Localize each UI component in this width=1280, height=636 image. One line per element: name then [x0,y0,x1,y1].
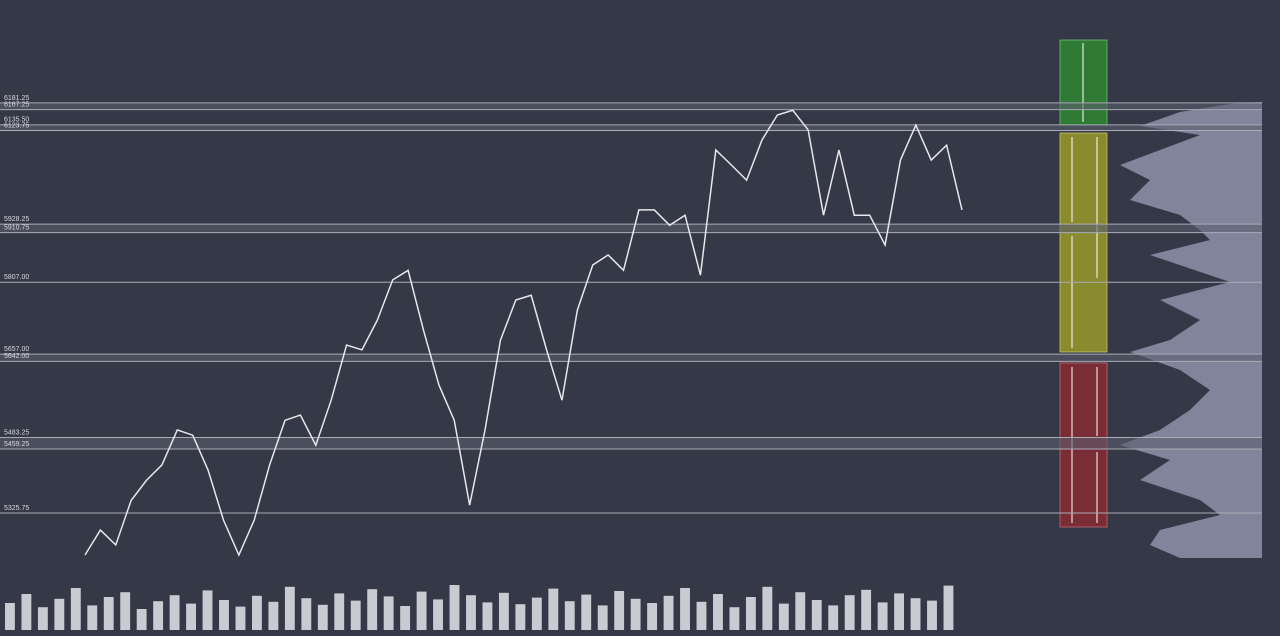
volume-bar [219,600,229,630]
volume-bar [334,593,345,630]
volume-profile [1120,102,1262,558]
volume-bar [745,597,756,630]
volume-bar [861,589,872,630]
volume-bar [647,603,658,630]
price-line [84,109,963,557]
volume-bar [70,588,81,630]
level-label: 5325.75 [4,505,29,512]
level-band [0,102,1262,110]
volume-bar [680,588,690,630]
level-label: 5642.00 [4,353,29,360]
volume-bar [400,606,411,630]
volume-bar [186,603,196,630]
level-label: 5459.25 [4,441,29,448]
volume-bar [54,598,65,630]
range-zone [1059,132,1108,353]
volume-bar [136,609,147,630]
volume-bar [597,605,608,630]
volume-bar [466,595,476,630]
volume-bar [614,591,625,630]
volume-bar [663,595,674,630]
volume-bar [696,601,707,630]
volume-bar [910,598,921,630]
volume-bar [844,595,855,630]
volume-bar [828,605,839,630]
volume-bar [795,592,806,630]
volume-bar [778,603,789,630]
volume-bar [153,601,164,630]
volume-bar [317,604,328,630]
volume-bar [416,591,427,630]
volume-bar [498,592,509,630]
volume-bar [284,586,295,630]
level-label: 6181.25 [4,95,29,102]
level-label: 6123.75 [4,122,29,129]
volume-bar [21,594,32,630]
level-band [0,354,1262,362]
volume-bar [350,600,361,630]
volume-bar [103,597,114,630]
level-band [0,224,1262,233]
volume-bar [581,594,592,630]
volume-bar [367,589,378,630]
volume-bar [251,595,262,630]
level-band [0,437,1262,449]
level-band [0,124,1262,131]
level-label: 6167.25 [4,101,29,108]
volume-bar [235,606,246,630]
volume-bar [301,598,312,630]
volume-bar [564,601,575,630]
volume-bar [383,596,394,630]
volume-bar [811,600,822,630]
volume-bar [729,607,740,630]
level-label: 5928.25 [4,216,29,223]
volume-bar [169,595,180,630]
volume-bar [482,602,493,630]
volume-bar [515,604,526,630]
volume-bar [87,605,98,630]
volume-bar [927,600,937,630]
volume-bar [548,588,559,630]
volume-bar [433,599,443,630]
volume-bar [531,597,542,630]
level-label: 5657.00 [4,346,29,353]
volume-bar [449,585,460,630]
volume-bar [713,594,723,630]
volume-bar [120,592,131,630]
zones [1059,39,1108,528]
volume-bar [894,593,905,630]
volume-bar [762,586,773,630]
level-label: 6135.50 [4,117,29,124]
volume-bar [37,607,48,630]
volume-bar [268,601,279,630]
volume-bar [202,590,213,630]
volume-bar [877,602,888,630]
level-label: 5807.00 [4,274,29,281]
level-label: 5483.25 [4,429,29,436]
volume-bar [5,603,15,630]
level-label: 5910.75 [4,224,29,231]
volume-bar [943,585,954,630]
volume-bar [630,598,641,630]
